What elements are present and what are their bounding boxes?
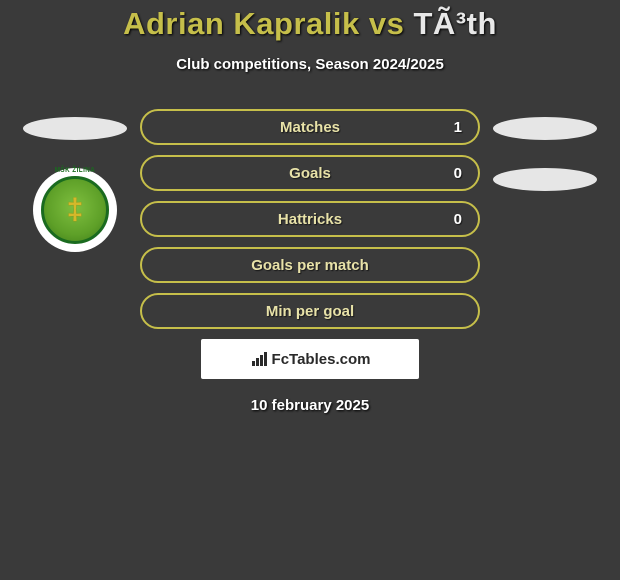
- stat-label: Goals: [289, 165, 331, 182]
- player1-name: Adrian Kapralik: [123, 6, 360, 41]
- bars-icon: [250, 352, 268, 366]
- stat-row: Goals 0: [140, 155, 480, 191]
- stat-row: Hattricks 0: [140, 201, 480, 237]
- stat-label: Goals per match: [251, 257, 369, 274]
- stat-row: Goals per match: [140, 247, 480, 283]
- player2-name: TÃ³th: [413, 6, 496, 41]
- nation-placeholder-right-2: [493, 168, 597, 191]
- club-crest-zilina: MŠK ŽILINA ‡: [33, 168, 117, 252]
- stat-value: 0: [454, 211, 462, 228]
- vs-text: vs: [369, 6, 404, 41]
- stats-table: Matches 1 Goals 0 Hattricks 0 Goals per match M…: [140, 109, 480, 329]
- subtitle: Club competitions, Season 2024/2025: [0, 56, 620, 73]
- right-column: [490, 109, 600, 329]
- site-badge[interactable]: FcTables.com: [201, 339, 419, 379]
- date-label: 10 february 2025: [0, 397, 620, 414]
- stat-value: 0: [454, 165, 462, 182]
- crest-cross-icon: ‡: [67, 195, 84, 225]
- left-column: MŠK ŽILINA ‡: [20, 109, 130, 329]
- crest-text: MŠK ŽILINA: [37, 167, 113, 174]
- site-label: FcTables.com: [272, 351, 371, 368]
- stat-label: Matches: [280, 119, 340, 136]
- stat-label: Min per goal: [266, 303, 354, 320]
- comparison-title: Adrian Kapralik vs TÃ³th: [0, 6, 620, 42]
- nation-placeholder-left: [23, 117, 127, 140]
- nation-placeholder-right-1: [493, 117, 597, 140]
- stat-row: Min per goal: [140, 293, 480, 329]
- crest-inner: ‡: [41, 176, 109, 244]
- stat-label: Hattricks: [278, 211, 342, 228]
- content-row: MŠK ŽILINA ‡ Matches1Goals0Hattricks0Goa…: [0, 109, 620, 329]
- stat-value: 1: [454, 119, 462, 136]
- stat-row: Matches 1: [140, 109, 480, 145]
